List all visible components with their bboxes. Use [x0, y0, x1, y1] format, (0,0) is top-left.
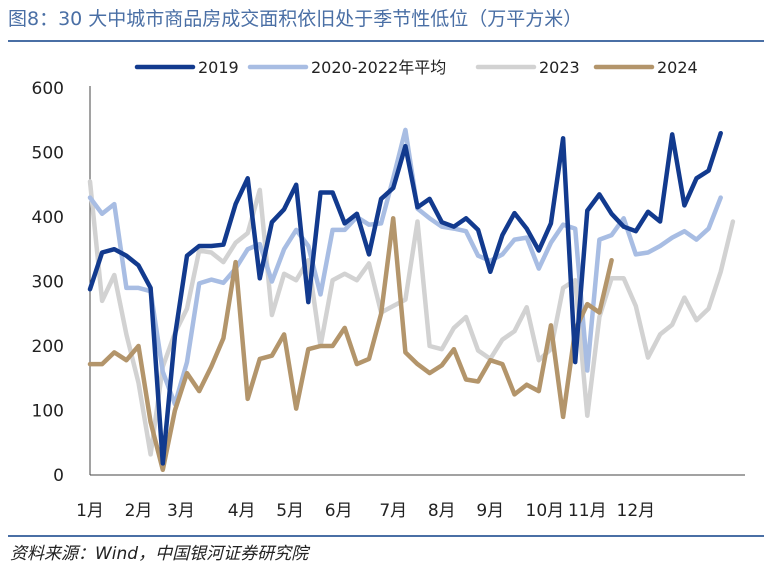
x-tick-label: 5月 [276, 501, 304, 521]
legend-label: 2023 [539, 58, 580, 77]
series-line-2020-2022- [87, 127, 723, 407]
legend: 2019 2020-2022年平均 2023 2024 [134, 58, 698, 77]
x-tick-label: 7月 [379, 501, 407, 521]
title-rule [8, 40, 764, 42]
chart-axes: 0 100 200 300 400 500 600 1月 2月 3月 4月 5月 6月 7月 8月 9月 10月… [32, 79, 745, 521]
x-tick-label: 1月 [76, 501, 104, 521]
x-tick-label: 11月 [568, 501, 607, 521]
y-tick-label: 0 [53, 466, 64, 486]
series-layer [87, 127, 736, 473]
legend-label: 2024 [657, 58, 698, 77]
x-tick-label: 6月 [325, 501, 353, 521]
legend-label: 2019 [198, 58, 239, 77]
x-tick-label: 12月 [617, 501, 656, 521]
x-tick-label: 9月 [476, 501, 504, 521]
y-tick-label: 100 [32, 402, 64, 422]
series-line-2024 [87, 216, 614, 473]
y-tick-label: 600 [32, 79, 64, 99]
x-tick-label: 10月 [526, 501, 565, 521]
legend-label: 2020-2022年平均 [311, 58, 446, 77]
y-tick-label: 400 [32, 208, 64, 228]
x-tick-label: 2月 [125, 501, 153, 521]
x-tick-label: 4月 [228, 501, 256, 521]
source-rule [8, 535, 764, 537]
y-tick-label: 200 [32, 337, 64, 357]
figure-source: 资料来源：Wind，中国银河证券研究院 [10, 544, 309, 564]
figure-title: 图8：30 大中城市商品房成交面积依旧处于季节性低位（万平方米） [8, 8, 583, 30]
y-tick-label: 300 [32, 273, 64, 293]
series-line-2023 [87, 179, 736, 457]
x-tick-label: 8月 [428, 501, 456, 521]
y-tick-label: 500 [32, 144, 64, 164]
x-tick-label: 3月 [167, 501, 195, 521]
series-line-2019 [87, 130, 723, 466]
